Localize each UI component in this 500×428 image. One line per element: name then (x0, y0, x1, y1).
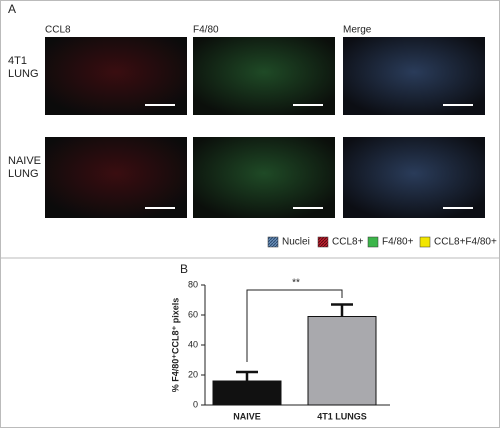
significance-bracket (246, 289, 343, 362)
y-tick-label: 80 (188, 279, 198, 289)
legend-swatch (267, 236, 279, 248)
y-tick-label: 60 (188, 309, 198, 319)
micrograph (193, 137, 335, 218)
micrographs (45, 37, 485, 218)
panel-label: A (8, 2, 16, 16)
legend-label: F4/80+ (382, 237, 414, 248)
row-label: LUNG (8, 68, 39, 80)
micrograph (343, 137, 485, 218)
micrograph (343, 37, 485, 115)
y-tick-label: 20 (188, 369, 198, 379)
x-tick-label: 4T1 LUNGS (317, 411, 367, 421)
micrograph (193, 37, 335, 115)
y-tick-label: 40 (188, 339, 198, 349)
legend-label: CCL8+F4/80+ (434, 237, 497, 248)
legend-swatch (317, 236, 329, 248)
micrograph (45, 37, 187, 115)
micrograph (45, 137, 187, 218)
significance: ** (292, 278, 300, 289)
y-tick-label: 0 (193, 399, 198, 409)
legend-label: CCL8+ (332, 237, 364, 248)
legend-swatch (367, 236, 379, 248)
y-axis-label: % F4/80⁺CCL8⁺ pixels (170, 298, 180, 393)
x-tick-label: NAIVE (233, 411, 261, 421)
row-label: 4T1 (8, 55, 27, 67)
row-label: LUNG (8, 168, 39, 180)
panel-label: B (180, 262, 188, 276)
column-label: CCL8 (45, 25, 71, 36)
legend-label: Nuclei (282, 237, 310, 248)
legend: Nuclei CCL8+ F4/80+ CCL8+F4/80+ (267, 236, 497, 248)
column-label: F4/80 (193, 25, 219, 36)
legend-swatch (419, 236, 431, 248)
bar (212, 380, 282, 406)
row-label: NAIVE (8, 155, 41, 167)
column-label: Merge (343, 25, 372, 36)
bar (307, 316, 377, 406)
